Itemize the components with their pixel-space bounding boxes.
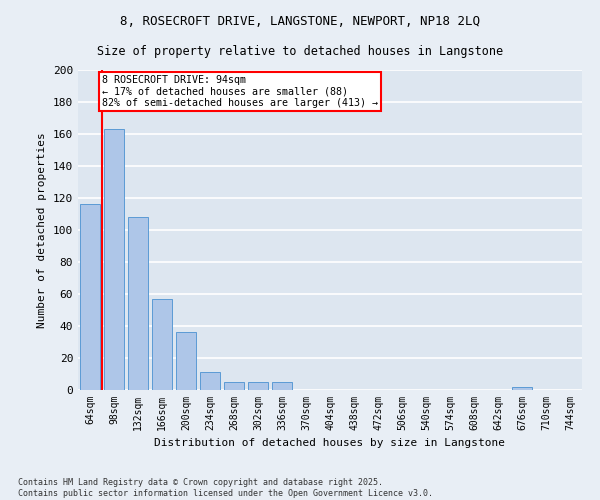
Text: 8 ROSECROFT DRIVE: 94sqm
← 17% of detached houses are smaller (88)
82% of semi-d: 8 ROSECROFT DRIVE: 94sqm ← 17% of detach…	[103, 75, 379, 108]
Bar	[200, 372, 220, 390]
Bar	[152, 299, 172, 390]
Text: Contains HM Land Registry data © Crown copyright and database right 2025.
Contai: Contains HM Land Registry data © Crown c…	[18, 478, 433, 498]
Bar	[248, 382, 268, 390]
Y-axis label: Number of detached properties: Number of detached properties	[37, 132, 47, 328]
Bar	[104, 129, 124, 390]
Bar	[80, 204, 100, 390]
Text: 8, ROSECROFT DRIVE, LANGSTONE, NEWPORT, NP18 2LQ: 8, ROSECROFT DRIVE, LANGSTONE, NEWPORT, …	[120, 15, 480, 28]
Text: Size of property relative to detached houses in Langstone: Size of property relative to detached ho…	[97, 45, 503, 58]
Bar	[512, 387, 532, 390]
Bar	[128, 217, 148, 390]
Bar	[224, 382, 244, 390]
Bar	[272, 382, 292, 390]
Bar	[176, 332, 196, 390]
X-axis label: Distribution of detached houses by size in Langstone: Distribution of detached houses by size …	[155, 438, 505, 448]
